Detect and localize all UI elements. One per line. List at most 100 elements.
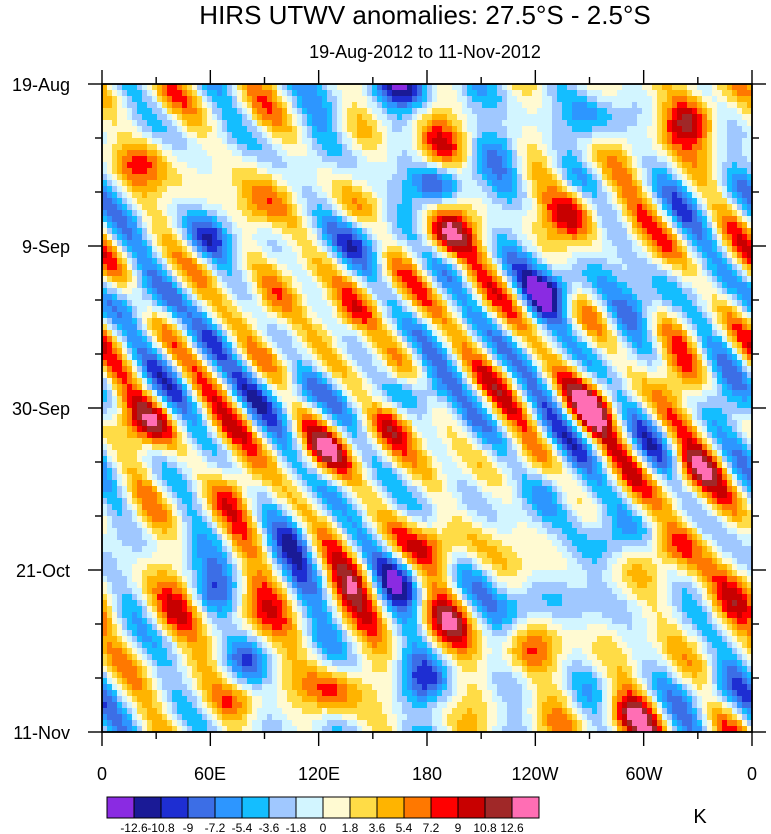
field-cell [167, 228, 173, 235]
field-cell [667, 306, 673, 313]
field-cell [697, 258, 703, 265]
field-cell [277, 228, 283, 235]
field-cell [322, 180, 328, 187]
field-cell [577, 138, 583, 145]
field-cell [337, 216, 343, 223]
field-cell [622, 216, 628, 223]
field-cell [727, 156, 733, 163]
field-cell [152, 258, 158, 265]
field-cell [182, 210, 188, 217]
field-cell [467, 264, 473, 271]
field-cell [112, 210, 118, 217]
field-cell [747, 126, 753, 133]
field-cell [587, 306, 593, 313]
field-cell [157, 204, 163, 211]
field-cell [232, 174, 238, 181]
field-cell [632, 282, 638, 289]
field-cell [512, 90, 518, 97]
field-cell [602, 234, 608, 241]
field-cell [212, 312, 218, 319]
field-cell [537, 258, 543, 265]
field-cell [452, 240, 458, 247]
field-cell [167, 234, 173, 241]
field-cell [242, 168, 248, 175]
field-cell [202, 84, 208, 91]
field-cell [342, 120, 348, 127]
field-cell [462, 264, 468, 271]
field-cell [237, 174, 243, 181]
field-cell [482, 144, 488, 151]
field-cell [732, 192, 738, 199]
field-cell [572, 192, 578, 199]
field-cell [477, 96, 483, 103]
field-cell [487, 156, 493, 163]
field-cell [102, 300, 108, 307]
field-cell [602, 120, 608, 127]
field-cell [667, 126, 673, 133]
field-cell [727, 252, 733, 259]
field-cell [442, 198, 448, 205]
field-cell [182, 216, 188, 223]
field-cell [132, 306, 138, 313]
field-cell [242, 108, 248, 115]
field-cell [547, 198, 553, 205]
field-cell [152, 168, 158, 175]
field-cell [402, 294, 408, 301]
field-cell [537, 192, 543, 199]
field-cell [412, 138, 418, 145]
field-cell [167, 312, 173, 319]
field-cell [627, 264, 633, 271]
field-cell [512, 270, 518, 277]
field-cell [277, 222, 283, 229]
field-cell [532, 192, 538, 199]
field-cell [652, 246, 658, 253]
field-cell [227, 198, 233, 205]
field-cell [697, 228, 703, 235]
field-cell [302, 198, 308, 205]
field-cell [512, 168, 518, 175]
field-cell [502, 246, 508, 253]
field-cell [172, 234, 178, 241]
field-cell [717, 120, 723, 127]
field-cell [337, 312, 343, 319]
field-cell [142, 258, 148, 265]
field-cell [632, 276, 638, 283]
field-cell [382, 228, 388, 235]
field-cell [742, 126, 748, 133]
field-cell [722, 276, 728, 283]
field-cell [542, 246, 548, 253]
field-cell [157, 282, 163, 289]
field-cell [702, 294, 708, 301]
field-cell [617, 276, 623, 283]
field-cell [712, 252, 718, 259]
field-cell [437, 108, 443, 115]
field-cell [572, 216, 578, 223]
field-cell [482, 150, 488, 157]
field-cell [357, 300, 363, 307]
field-cell [587, 132, 593, 139]
field-cell [637, 132, 643, 139]
field-cell [372, 216, 378, 223]
field-cell [412, 306, 418, 313]
field-cell [362, 156, 368, 163]
field-cell [377, 144, 383, 151]
field-cell [662, 240, 668, 247]
field-cell [597, 216, 603, 223]
field-cell [172, 180, 178, 187]
field-cell [557, 276, 563, 283]
field-cell [442, 204, 448, 211]
field-cell [182, 198, 188, 205]
anomaly-field [102, 84, 753, 733]
field-cell [187, 186, 193, 193]
field-cell [587, 276, 593, 283]
field-cell [537, 120, 543, 127]
field-cell [667, 90, 673, 97]
field-cell [497, 120, 503, 127]
field-cell [622, 300, 628, 307]
field-cell [422, 162, 428, 169]
field-cell [277, 150, 283, 157]
field-cell [257, 252, 263, 259]
field-cell [482, 258, 488, 265]
field-cell [462, 216, 468, 223]
field-cell [437, 222, 443, 229]
